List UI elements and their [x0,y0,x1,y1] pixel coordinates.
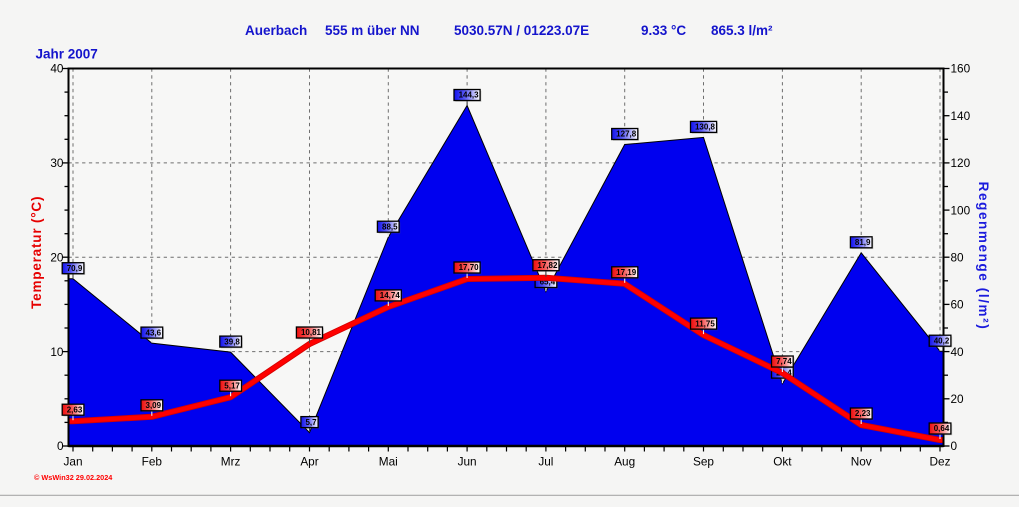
svg-text:17,82: 17,82 [537,261,558,270]
svg-text:120: 120 [951,156,971,170]
svg-text:© WsWin32 29.02.2024: © WsWin32 29.02.2024 [34,473,113,482]
svg-text:Sep: Sep [693,454,714,468]
svg-text:Jahr 2007: Jahr 2007 [36,47,98,62]
svg-text:20: 20 [50,250,64,264]
svg-text:Apr: Apr [300,454,318,468]
svg-text:17,70: 17,70 [459,263,480,272]
svg-text:555 m über NN: 555 m über NN [325,23,420,38]
svg-text:Temperatur (°C): Temperatur (°C) [29,196,44,309]
svg-text:88,5: 88,5 [382,222,398,231]
svg-text:40: 40 [50,62,64,76]
svg-text:2,23: 2,23 [855,409,871,418]
svg-text:160: 160 [951,62,971,76]
svg-text:Jan: Jan [63,454,82,468]
svg-text:Auerbach: Auerbach [245,23,307,38]
svg-text:Jun: Jun [458,454,477,468]
svg-text:100: 100 [951,203,971,217]
svg-text:10: 10 [50,345,64,359]
svg-text:Dez: Dez [930,454,951,468]
svg-text:140: 140 [951,109,971,123]
svg-text:144,3: 144,3 [459,91,480,100]
svg-text:30: 30 [50,156,64,170]
svg-text:5030.57N / 01223.07E: 5030.57N / 01223.07E [454,23,589,38]
svg-text:60: 60 [951,298,965,312]
svg-text:14,74: 14,74 [380,291,401,300]
svg-text:Mai: Mai [379,454,398,468]
svg-text:Okt: Okt [773,454,792,468]
svg-text:5,7: 5,7 [305,418,317,427]
svg-text:80: 80 [951,250,965,264]
svg-text:70,9: 70,9 [67,264,83,273]
svg-text:17,19: 17,19 [616,268,637,277]
svg-text:Jul: Jul [538,454,553,468]
svg-text:10,81: 10,81 [301,328,322,337]
svg-text:11,75: 11,75 [695,319,715,328]
svg-text:7,74: 7,74 [776,357,792,366]
svg-text:Mrz: Mrz [221,454,241,468]
svg-text:5,17: 5,17 [224,381,240,390]
svg-text:39,8: 39,8 [224,337,240,346]
svg-text:81,9: 81,9 [855,238,871,247]
svg-text:2,63: 2,63 [67,405,83,414]
svg-text:40: 40 [951,345,965,359]
svg-text:130,8: 130,8 [695,123,716,132]
svg-text:9.33 °C: 9.33 °C [641,23,686,38]
svg-text:65,4: 65,4 [540,278,556,287]
svg-text:20: 20 [951,392,965,406]
svg-text:0: 0 [57,439,64,453]
svg-text:Regenmenge (l/m²): Regenmenge (l/m²) [976,182,991,331]
svg-text:Feb: Feb [142,454,163,468]
svg-text:0: 0 [951,439,958,453]
svg-text:865.3 l/m²: 865.3 l/m² [711,23,773,38]
svg-text:0,64: 0,64 [934,424,950,433]
svg-text:127,8: 127,8 [616,130,637,139]
svg-text:Aug: Aug [614,454,635,468]
svg-text:40,2: 40,2 [934,336,950,345]
svg-text:3,09: 3,09 [146,401,162,410]
svg-text:43,6: 43,6 [146,328,162,337]
svg-text:Nov: Nov [851,454,872,468]
